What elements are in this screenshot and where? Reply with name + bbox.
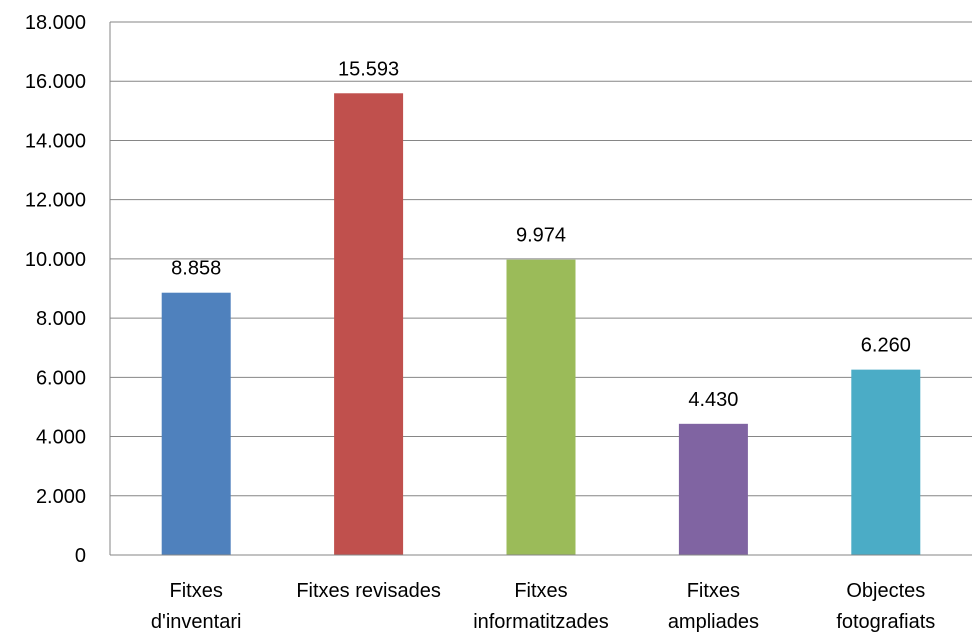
gridlines xyxy=(110,21,972,497)
data-label: 9.974 xyxy=(516,225,566,247)
y-tick-label: 14.000 xyxy=(25,130,86,152)
category-label: informatitzades xyxy=(473,611,609,633)
bar xyxy=(506,259,576,555)
y-tick-label: 10.000 xyxy=(25,249,86,271)
data-label: 15.593 xyxy=(338,58,399,80)
data-label: 8.858 xyxy=(171,258,221,280)
data-labels: 8.858 15.593 9.974 4.430 6.260 xyxy=(171,58,911,411)
y-tick-label: 0 xyxy=(75,545,86,567)
category-label: Fitxes xyxy=(170,580,223,602)
bars xyxy=(161,93,921,556)
data-label: 4.430 xyxy=(688,389,738,411)
bar xyxy=(678,423,748,555)
y-tick-label: 18.000 xyxy=(25,12,86,34)
category-label: Fitxes revisades xyxy=(296,580,441,602)
y-tick-label: 4.000 xyxy=(36,427,86,449)
bar xyxy=(161,292,231,555)
data-label: 6.260 xyxy=(861,335,911,357)
bar xyxy=(334,93,404,556)
category-label: Fitxes xyxy=(514,580,567,602)
y-tick-label: 2.000 xyxy=(36,486,86,508)
y-axis-tick-labels: 0 2.000 4.000 6.000 8.000 10.000 12.000 14.000 1… xyxy=(25,12,86,567)
axes xyxy=(109,22,972,556)
category-label: d'inventari xyxy=(151,611,242,633)
bar xyxy=(851,369,921,555)
y-tick-label: 16.000 xyxy=(25,71,86,93)
y-tick-label: 8.000 xyxy=(36,308,86,330)
category-label: Fitxes xyxy=(687,580,740,602)
y-tick-label: 12.000 xyxy=(25,190,86,212)
category-label: Objectes xyxy=(846,580,925,602)
y-tick-label: 6.000 xyxy=(36,367,86,389)
category-label: fotografiats xyxy=(836,611,935,633)
x-axis-category-labels: Fitxes d'inventari Fitxes revisades Fitxes i… xyxy=(151,580,935,633)
category-label: ampliades xyxy=(668,611,759,633)
